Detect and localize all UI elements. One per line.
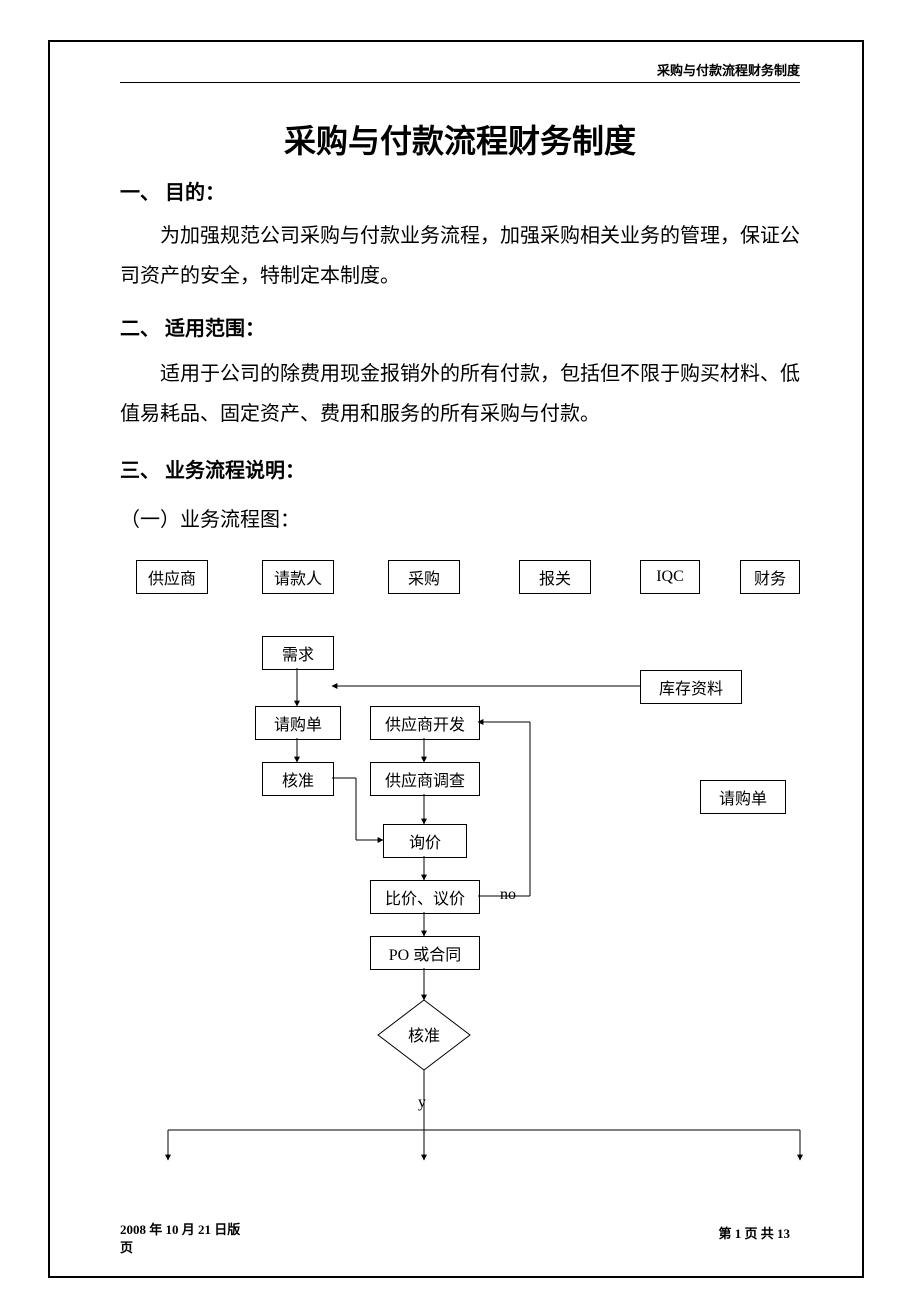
page: 采购与付款流程财务制度 采购与付款流程财务制度 一、 目的： 为加强规范公司采购… — [0, 0, 920, 1302]
node-approve1: 核准 — [262, 762, 334, 796]
head-rule — [120, 82, 800, 83]
flow-header-iqc: IQC — [640, 560, 700, 594]
node-need: 需求 — [262, 636, 334, 670]
label-no: no — [500, 886, 516, 904]
node-po: PO 或合同 — [370, 936, 480, 970]
running-head: 采购与付款流程财务制度 — [657, 60, 800, 79]
node-inventory: 库存资料 — [640, 670, 742, 704]
flow-header-purchase: 采购 — [388, 560, 460, 594]
node-req2: 请购单 — [700, 780, 786, 814]
flow-header-finance: 财务 — [740, 560, 800, 594]
footer-date: 2008 年 10 月 21 日版页 — [120, 1222, 240, 1255]
node-req: 请购单 — [255, 706, 341, 740]
section-1-body: 为加强规范公司采购与付款业务流程，加强采购相关业务的管理，保证公司资产的安全，特… — [120, 216, 800, 296]
section-2-head: 二、 适用范围： — [120, 312, 265, 341]
flow-header-requester: 请款人 — [262, 560, 334, 594]
footer-right: 第 1 页 共 13 — [718, 1223, 790, 1242]
node-supdev: 供应商开发 — [370, 706, 480, 740]
section-2-body: 适用于公司的除费用现金报销外的所有付款，包括但不限于购买材料、低值易耗品、固定资… — [120, 354, 800, 434]
flow-header-customs: 报关 — [519, 560, 591, 594]
section-1-head: 一、 目的： — [120, 176, 225, 205]
node-supinv: 供应商调查 — [370, 762, 480, 796]
section-3-sub: （一）业务流程图： — [120, 500, 800, 540]
flow-header-supplier: 供应商 — [136, 560, 208, 594]
node-inquiry: 询价 — [383, 824, 467, 858]
footer-left: 2008 年 10 月 21 日版页 — [120, 1221, 320, 1257]
page-title: 采购与付款流程财务制度 — [120, 116, 800, 162]
node-compare: 比价、议价 — [370, 880, 480, 914]
label-y: y — [418, 1094, 426, 1112]
section-3-head: 三、 业务流程说明： — [120, 454, 305, 483]
